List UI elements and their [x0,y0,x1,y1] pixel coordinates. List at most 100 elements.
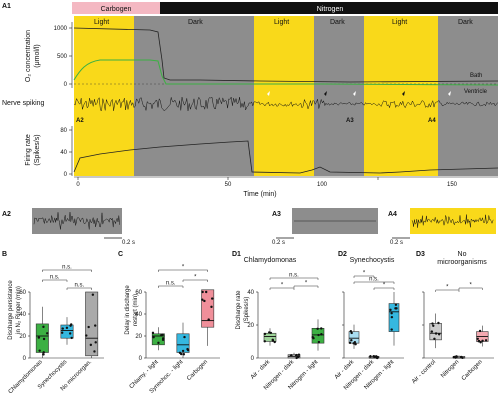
category-label: Chlamydomonas [8,359,44,395]
panel-label-a3: A3 [272,211,281,218]
sig-bracket [158,285,184,288]
y-tick-label: 0 [23,356,27,362]
data-point [87,325,90,329]
phase-band-light-1 [74,16,134,176]
sig-bracket [42,279,68,282]
data-point [183,335,186,339]
data-point [186,347,189,351]
rate-tick-40: 40 [60,150,67,156]
y-tick-label: 20 [247,323,254,329]
data-point [434,332,438,335]
c-ylabel-1: Delay in discharge [125,285,131,335]
sig-bracket [182,279,208,282]
phase-label-4: Dark [330,19,345,26]
data-point [201,298,204,301]
sig-bracket [42,269,92,272]
box [60,324,74,339]
phase-band-dark-2 [314,16,364,176]
phase-bands [74,16,498,176]
panel-label-c: C [118,251,123,258]
data-point [390,328,393,331]
time-tick-50: 50 [225,182,232,188]
data-point [211,297,214,300]
sig-label: * [383,283,386,289]
data-point [349,330,353,333]
nitrogen-bar [160,2,498,14]
y-tick-label: 0 [139,356,143,362]
panel-label-a4: A4 [388,211,397,218]
data-point [94,341,97,344]
data-point [273,340,276,344]
o2-ylabel-2: (μmol/l) [34,44,41,67]
data-point [289,354,293,357]
data-point [160,334,163,337]
data-point [180,352,183,356]
phase-band-dark-3 [438,16,498,176]
spiking-path [73,96,498,111]
data-point [181,349,185,353]
sig-bracket [293,285,319,288]
bath-trace [73,27,499,83]
rate-ylabel-1: Firing rate [25,134,32,166]
sig-label: * [281,283,284,289]
sig-bracket [435,289,460,292]
y-tick-label: 40 [19,312,26,318]
data-point [430,330,434,333]
category-label: Air - control [411,359,437,385]
data-point [320,327,323,330]
sig-label: * [305,281,308,287]
scale-label-a2: 0.2 s [122,240,135,246]
rate-ylabel-2: (Spikes/s) [34,134,41,165]
phase-band-light-2 [254,16,314,176]
data-point [60,331,64,334]
data-point [85,334,88,337]
sig-label: n.s. [369,277,379,283]
data-point [433,337,436,341]
data-point [350,339,353,342]
sig-label: n.s. [50,275,60,281]
data-point [394,303,398,306]
box [35,323,49,353]
box [201,289,215,328]
trace-a2-bg [32,208,122,234]
phase-band-light-3 [364,16,438,176]
marker-a3: A3 [346,118,354,124]
data-point [182,353,186,356]
phase-label-6: Dark [458,19,473,26]
panel-label-d3: D3 [416,251,425,258]
data-point [295,356,298,360]
data-point [389,308,392,312]
data-point [269,331,273,335]
trace-a2-spikes [33,212,120,230]
rate-tick-0: 0 [64,172,68,178]
d-ylabel-1: Discharge rate [236,290,242,330]
data-point [354,343,357,346]
carbogen-bar [72,2,160,14]
phase-label-5: Light [392,19,407,26]
panel-label-b: B [2,251,7,258]
arrow-marker-3 [353,91,356,96]
data-point [484,339,488,342]
d3-title-1: No [458,251,467,258]
data-point [369,355,372,358]
data-point [70,336,73,340]
data-point [455,355,458,358]
data-point [203,299,206,303]
data-point [94,324,97,327]
arrow-marker-1 [267,91,270,96]
panel-label-d1: D1 [232,251,241,258]
data-point [432,324,435,327]
data-point [89,343,93,347]
sig-label: n.s. [74,283,84,289]
sig-label: n.s. [166,281,176,287]
y-tick-label: 40 [135,312,142,318]
sig-bracket [353,275,375,278]
time-tick-0: 0 [76,182,80,188]
phase-label-2: Dark [188,19,203,26]
spiking-label: Nerve spiking [2,100,45,107]
data-point [431,322,434,325]
data-point [42,337,46,341]
data-point [437,321,440,325]
